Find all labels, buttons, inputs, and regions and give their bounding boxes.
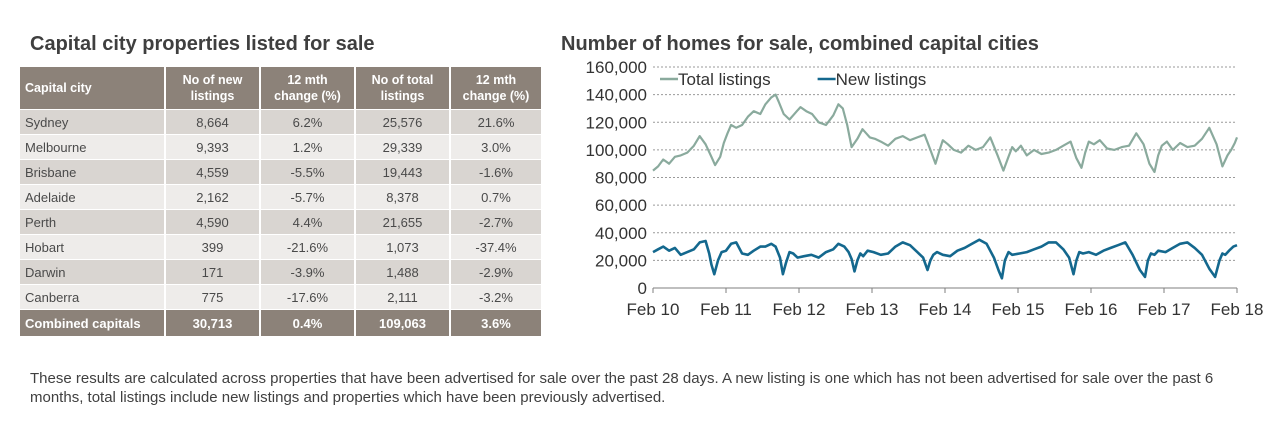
y-tick-label: 60,000 xyxy=(595,196,647,215)
table-row: Hobart 399 -21.6% 1,073 -37.4% xyxy=(20,234,541,260)
total-change-cell: -37.4% xyxy=(450,234,541,260)
new-listings-cell: 2,162 xyxy=(165,184,261,210)
legend-label: Total listings xyxy=(678,70,771,89)
total-listings-cell: 1,073 xyxy=(355,234,451,260)
total-new-listings-cell: 30,713 xyxy=(165,309,261,336)
city-cell: Brisbane xyxy=(20,159,166,185)
table-row: Sydney 8,664 6.2% 25,576 21.6% xyxy=(20,109,541,135)
legend-label: New listings xyxy=(836,70,927,89)
table-row: Perth 4,590 4.4% 21,655 -2.7% xyxy=(20,209,541,235)
new-listings-cell: 8,664 xyxy=(165,109,261,135)
y-tick-label: 100,000 xyxy=(586,141,647,160)
x-tick-label: Feb 14 xyxy=(919,300,972,319)
total-row: Combined capitals 30,713 0.4% 109,063 3.… xyxy=(20,309,541,336)
new-listings-line xyxy=(652,238,1238,280)
new-change-cell: -21.6% xyxy=(260,234,356,260)
total-change-cell: -3.2% xyxy=(450,284,541,310)
x-tick-label: Feb 10 xyxy=(627,300,680,319)
y-tick-label: 80,000 xyxy=(595,169,647,188)
table-row: Adelaide 2,162 -5.7% 8,378 0.7% xyxy=(20,184,541,210)
footnote: These results are calculated across prop… xyxy=(30,370,1214,406)
total-total-listings-cell: 109,063 xyxy=(355,309,451,336)
listings-line-chart: 0 20,000 40,000 60,000 80,000 100,000 120,000 1… xyxy=(586,58,1264,319)
total-change-cell: -2.7% xyxy=(450,209,541,235)
table-header-row: Capital city No of new listings 12 mth c… xyxy=(20,67,541,110)
y-tick-label: 120,000 xyxy=(586,113,647,132)
new-change-cell: -3.9% xyxy=(260,259,356,285)
total-listings-cell: 19,443 xyxy=(355,159,451,185)
table-title: Capital city properties listed for sale xyxy=(30,33,375,55)
new-change-cell: 1.2% xyxy=(260,134,356,160)
header-capital-city: Capital city xyxy=(20,67,166,110)
city-cell: Perth xyxy=(20,209,166,235)
total-label-cell: Combined capitals xyxy=(20,309,166,336)
header-new-listings: No of new listings xyxy=(165,67,261,110)
total-new-change-cell: 0.4% xyxy=(260,309,356,336)
city-cell: Melbourne xyxy=(20,134,166,160)
new-change-cell: -17.6% xyxy=(260,284,356,310)
header-new-change: 12 mth change (%) xyxy=(260,67,356,110)
total-listings-cell: 8,378 xyxy=(355,184,451,210)
x-tick-label: Feb 16 xyxy=(1065,300,1118,319)
city-cell: Adelaide xyxy=(20,184,166,210)
table-row: Canberra 775 -17.6% 2,111 -3.2% xyxy=(20,284,541,310)
table-row: Brisbane 4,559 -5.5% 19,443 -1.6% xyxy=(20,159,541,185)
new-listings-cell: 399 xyxy=(165,234,261,260)
y-tick-label: 0 xyxy=(638,279,647,298)
table-row: Darwin 171 -3.9% 1,488 -2.9% xyxy=(20,259,541,285)
new-listings-cell: 4,559 xyxy=(165,159,261,185)
x-tick-label: Feb 18 xyxy=(1211,300,1264,319)
total-change-cell: 21.6% xyxy=(450,109,541,135)
city-cell: Hobart xyxy=(20,234,166,260)
total-change-cell: -1.6% xyxy=(450,159,541,185)
listings-table: Capital city No of new listings 12 mth c… xyxy=(20,67,541,336)
header-total-change: 12 mth change (%) xyxy=(450,67,541,110)
total-total-change-cell: 3.6% xyxy=(450,309,541,336)
new-change-cell: 4.4% xyxy=(260,209,356,235)
total-listings-cell: 2,111 xyxy=(355,284,451,310)
new-listings-cell: 9,393 xyxy=(165,134,261,160)
x-tick-label: Feb 11 xyxy=(700,300,752,319)
y-tick-label: 40,000 xyxy=(595,224,647,243)
x-tick-label: Feb 15 xyxy=(992,300,1045,319)
total-change-cell: -2.9% xyxy=(450,259,541,285)
y-tick-label: 160,000 xyxy=(586,58,647,77)
total-listings-cell: 1,488 xyxy=(355,259,451,285)
total-listings-cell: 29,339 xyxy=(355,134,451,160)
city-cell: Canberra xyxy=(20,284,166,310)
x-tick-label: Feb 13 xyxy=(846,300,899,319)
chart-title: Number of homes for sale, combined capit… xyxy=(561,33,1039,55)
total-listings-cell: 25,576 xyxy=(355,109,451,135)
y-tick-label: 140,000 xyxy=(586,86,647,105)
city-cell: Darwin xyxy=(20,259,166,285)
total-listings-cell: 21,655 xyxy=(355,209,451,235)
new-listings-cell: 4,590 xyxy=(165,209,261,235)
header-total-listings: No of total listings xyxy=(355,67,451,110)
table-row: Melbourne 9,393 1.2% 29,339 3.0% xyxy=(20,134,541,160)
new-listings-cell: 775 xyxy=(165,284,261,310)
new-change-cell: -5.5% xyxy=(260,159,356,185)
total-listings-line xyxy=(652,93,1239,174)
new-change-cell: 6.2% xyxy=(260,109,356,135)
y-tick-label: 20,000 xyxy=(595,251,647,270)
x-tick-label: Feb 12 xyxy=(773,300,826,319)
total-change-cell: 3.0% xyxy=(450,134,541,160)
city-cell: Sydney xyxy=(20,109,166,135)
x-tick-label: Feb 17 xyxy=(1138,300,1191,319)
total-change-cell: 0.7% xyxy=(450,184,541,210)
new-listings-cell: 171 xyxy=(165,259,261,285)
new-change-cell: -5.7% xyxy=(260,184,356,210)
